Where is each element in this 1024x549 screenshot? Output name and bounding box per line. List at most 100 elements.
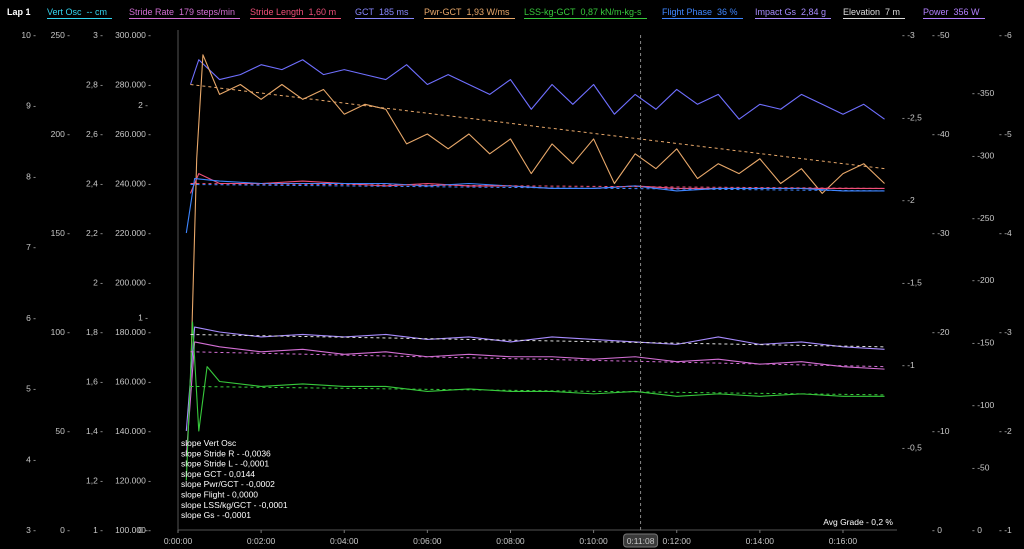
y-right-tick: - -2 (999, 426, 1012, 436)
y-right-tick: - -50 (972, 462, 990, 472)
y-right-tick: - -250 (972, 213, 994, 223)
y-right-tick: - -2 (902, 195, 915, 205)
slope-label: slope GCT - 0,0144 (181, 469, 255, 479)
y-right-tick: - 0 (932, 525, 942, 535)
y-right-tick: - -0,5 (902, 443, 922, 453)
x-tick-label: 0:00:00 (164, 536, 193, 546)
y-left-tick: 260.000 - (115, 129, 151, 139)
legend-value: 356 W (953, 7, 980, 17)
trend-line (190, 333, 885, 348)
y-right-tick: - -1 (999, 525, 1012, 535)
slope-label: slope Gs - -0,0001 (181, 510, 251, 520)
y-left-tick: 1,8 - (86, 327, 103, 337)
legend-name: LSS-kg-GCT (524, 7, 576, 17)
y-left-tick: 7 - (26, 242, 36, 252)
y-left-tick: 9 - (26, 101, 36, 111)
legend-item-elevation[interactable]: Elevation 7 m (843, 7, 906, 19)
trend-line (190, 84, 885, 170)
y-left-tick: 0 - (138, 525, 148, 535)
y-left-tick: 3 - (26, 525, 36, 535)
y-left-tick: 6 - (26, 313, 36, 323)
legend-value: 1,93 W/ms (466, 7, 510, 17)
y-left-tick: 1 - (138, 313, 148, 323)
y-left-tick: 220.000 - (115, 228, 151, 238)
y-left-tick: 2 - (138, 100, 148, 110)
y-left-tick: 2 - (93, 278, 103, 288)
y-right-tick: - -20 (932, 327, 950, 337)
y-left-tick: 160.000 - (115, 377, 151, 387)
y-right-tick: - -50 (932, 30, 950, 40)
y-right-tick: - -3 (999, 327, 1012, 337)
legend-item-lss_gct[interactable]: LSS-kg-GCT 0,87 kN/m-kg-s (524, 7, 647, 19)
y-right-tick: - -350 (972, 88, 994, 98)
slope-label: slope Pwr/GCT - -0,0002 (181, 479, 275, 489)
slope-label: slope Vert Osc (181, 438, 237, 448)
y-left-tick: 0 - (60, 525, 70, 535)
x-tick-label: 0:06:00 (413, 536, 442, 546)
legend-name: Flight Phase (662, 7, 713, 17)
trend-line (190, 385, 885, 396)
y-left-tick: 120.000 - (115, 476, 151, 486)
legend-value: 0,87 kN/m-kg-s (580, 7, 642, 17)
legend-item-vert_osc[interactable]: Vert Osc -- cm (47, 7, 113, 19)
y-left-tick: 2,4 - (86, 179, 103, 189)
x-tick-label: 0:02:00 (247, 536, 276, 546)
series-line (185, 321, 885, 481)
y-right-tick: - -10 (932, 426, 950, 436)
legend-value: 2,84 g (801, 7, 827, 17)
cursor-time-label: 0:11:08 (627, 536, 655, 546)
slope-label: slope LSS/kg/GCT - -0,0001 (181, 500, 288, 510)
y-left-tick: 180.000 - (115, 327, 151, 337)
x-tick-label: 0:12:00 (663, 536, 692, 546)
y-left-tick: 8 - (26, 171, 36, 181)
y-left-tick: 5 - (26, 384, 36, 394)
legend-item-stride_rate[interactable]: Stride Rate 179 steps/min (129, 7, 241, 19)
chart-legend: Lap 1 Vert Osc -- cm Stride Rate 179 steps/… (0, 0, 1024, 22)
legend-item-impact_gs[interactable]: Impact Gs 2,84 g (755, 7, 832, 19)
y-right-tick: - -2,5 (902, 113, 922, 123)
legend-value: 36 % (717, 7, 738, 17)
y-left-tick: 200 - (51, 129, 71, 139)
legend-item-pwr_gct[interactable]: Pwr-GCT 1,93 W/ms (424, 7, 515, 19)
y-right-tick: - -3 (902, 30, 915, 40)
y-left-tick: 1,2 - (86, 476, 103, 486)
x-tick-label: 0:08:00 (496, 536, 525, 546)
legend-item-flight_phase[interactable]: Flight Phase 36 % (662, 7, 743, 19)
y-left-tick: 2,8 - (86, 80, 103, 90)
x-tick-label: 0:14:00 (746, 536, 775, 546)
series-line (185, 178, 885, 234)
y-right-tick: - -150 (972, 338, 994, 348)
y-left-tick: 4 - (26, 454, 36, 464)
legend-name: Vert Osc (47, 7, 82, 17)
series-line (185, 341, 885, 456)
y-right-tick: - -200 (972, 275, 994, 285)
y-right-tick: - -100 (972, 400, 994, 410)
y-left-tick: 1 - (93, 525, 103, 535)
series-line (189, 59, 885, 120)
legend-item-stride_length[interactable]: Stride Length 1,60 m (250, 7, 342, 19)
y-left-tick: 1,6 - (86, 377, 103, 387)
legend-value: 179 steps/min (179, 7, 236, 17)
y-left-tick: 150 - (51, 228, 71, 238)
slope-label: slope Stride R - -0,0036 (181, 448, 271, 458)
legend-item-power[interactable]: Power 356 W (923, 7, 985, 19)
y-right-tick: - -5 (999, 129, 1012, 139)
series-line (185, 326, 885, 432)
legend-name: Stride Rate (129, 7, 175, 17)
y-left-tick: 50 - (55, 426, 70, 436)
legend-name: Elevation (843, 7, 881, 17)
legend-value: 185 ms (379, 7, 409, 17)
y-left-tick: 200.000 - (115, 278, 151, 288)
legend-value: -- cm (86, 7, 108, 17)
legend-name: Pwr-GCT (424, 7, 462, 17)
y-left-tick: 1,4 - (86, 426, 103, 436)
y-left-tick: 2,2 - (86, 228, 103, 238)
lap-selector[interactable]: Lap 1 (7, 7, 31, 17)
legend-name: Impact Gs (755, 7, 797, 17)
legend-item-gct[interactable]: GCT 185 ms (355, 7, 414, 19)
trend-line (190, 183, 885, 192)
y-left-tick: 300.000 - (115, 30, 151, 40)
y-left-tick: 2,6 - (86, 129, 103, 139)
y-right-tick: - -40 (932, 129, 950, 139)
